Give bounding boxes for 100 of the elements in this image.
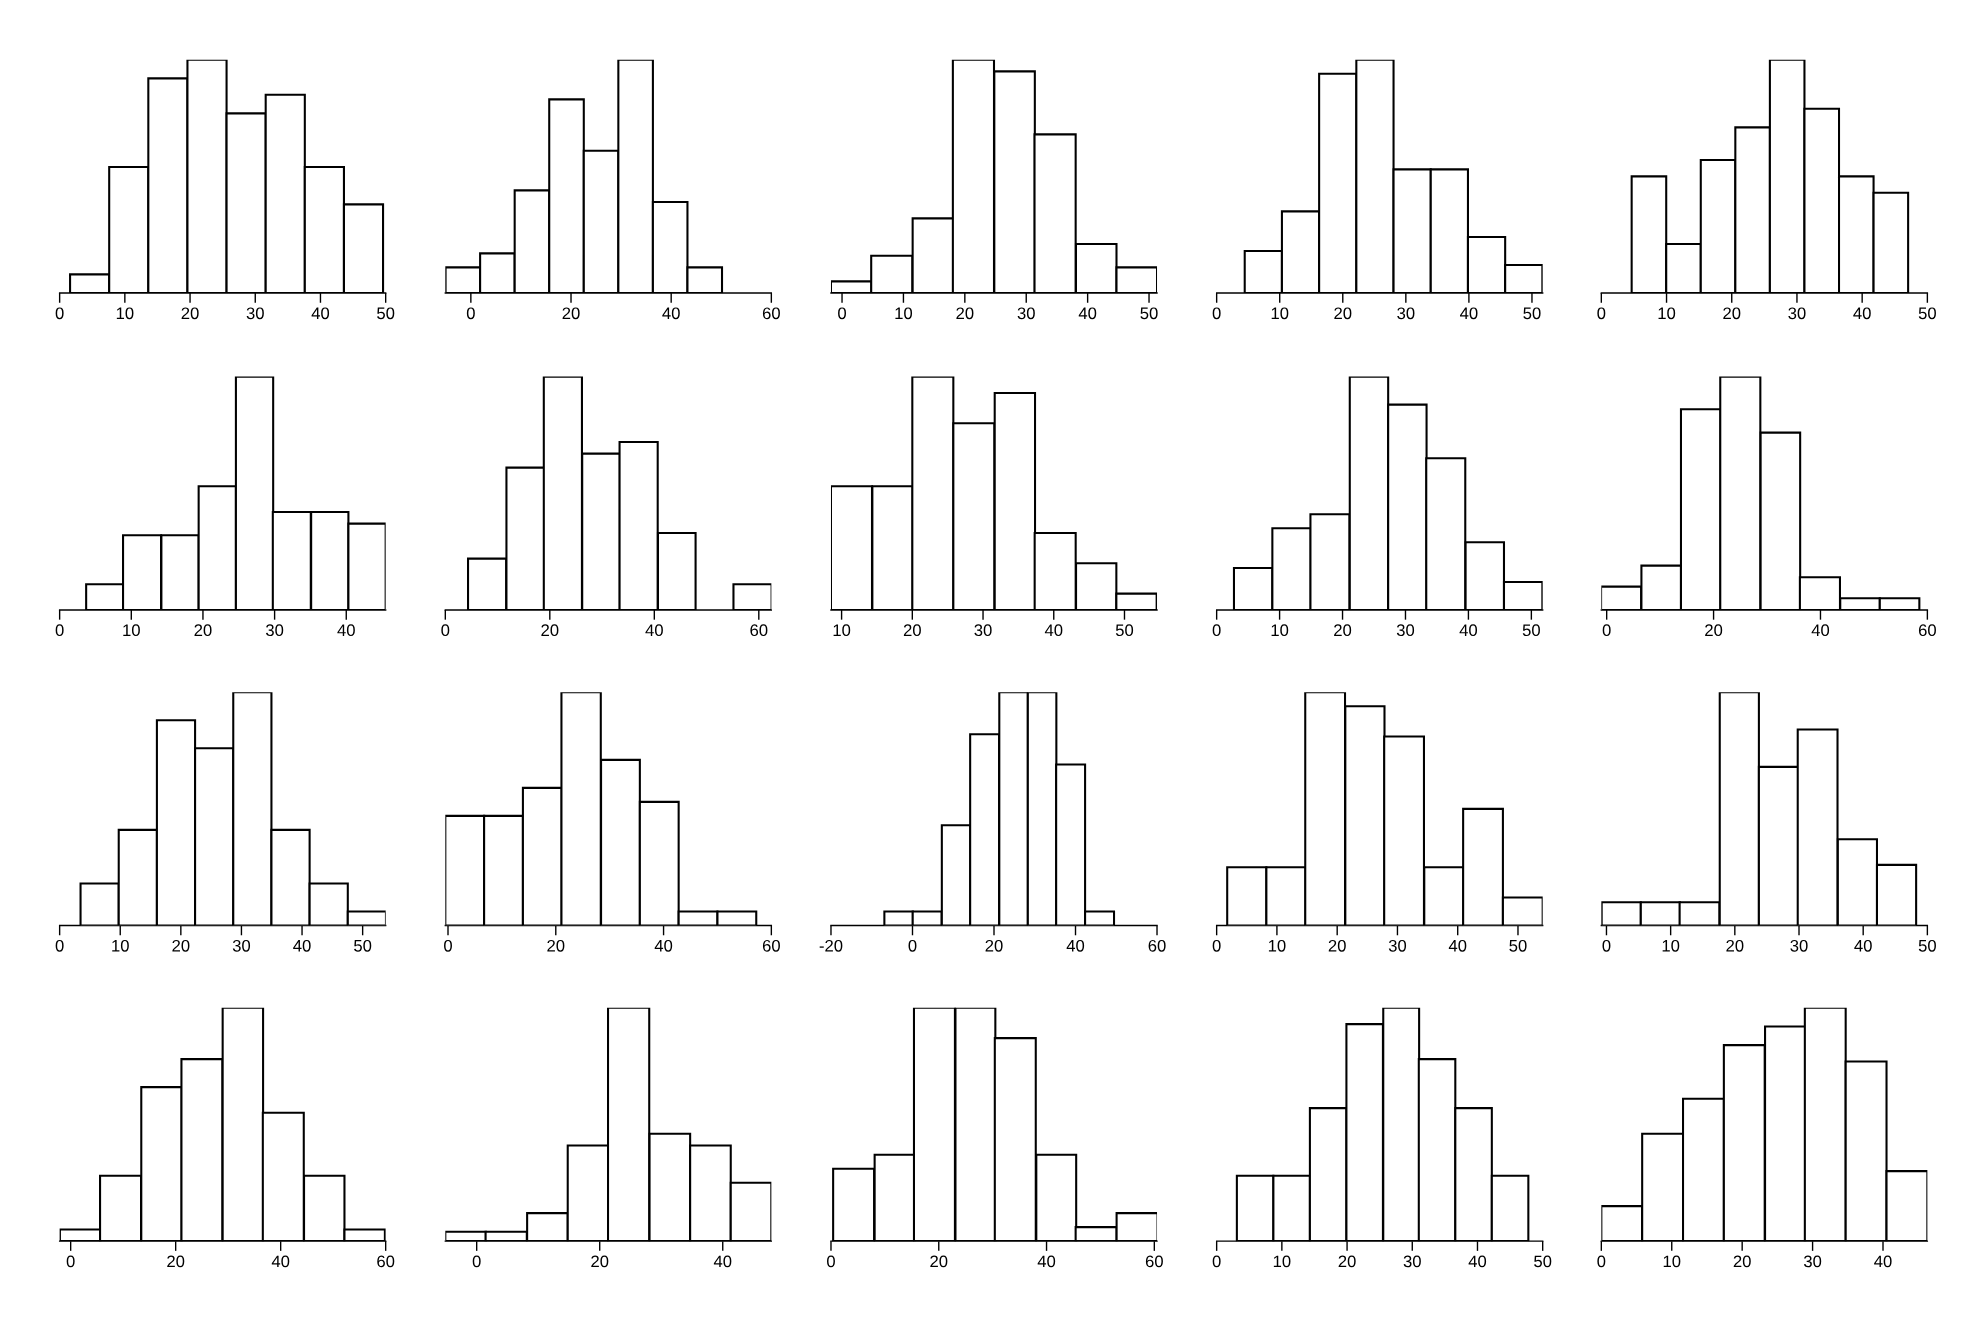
x-tick-label: 10 [1663,1255,1681,1268]
x-tick-label: 40 [654,939,673,952]
x-tick-label: 40 [713,1255,732,1268]
x-tick-label: 60 [762,939,780,952]
x-tick-label: 30 [1388,939,1407,952]
x-tick-label: 0 [55,939,64,952]
x-tick-label: 60 [762,307,780,320]
x-tick-label: 20 [181,307,199,320]
x-tick-label: 20 [1338,1255,1356,1268]
x-tick-label: 40 [271,1255,290,1268]
x-tick-label: 20 [1733,1255,1751,1268]
x-tick-label: 20 [903,624,921,637]
x-tick-label: 30 [1788,307,1806,320]
x-tick-label: 0 [1602,939,1611,952]
x-tick-label: 0 [1212,624,1221,637]
x-tick-label: 20 [172,939,190,952]
x-tick-label: 40 [1078,307,1097,320]
x-tick-label: 60 [1918,624,1936,637]
x-tick-label: 40 [1468,1255,1487,1268]
x-tick-label: 30 [1397,307,1415,320]
x-tick-label: 10 [116,307,134,320]
x-tick-label: 40 [1854,939,1872,952]
x-tick-label: 40 [1037,1255,1056,1268]
x-tick-label: 0 [1212,1255,1221,1268]
x-tick-label: 20 [1726,939,1744,952]
x-tick-label: 10 [1658,307,1676,320]
x-tick-label: 40 [337,624,355,637]
x-tick-label: 40 [1811,624,1830,637]
x-tick-label: 0 [1602,624,1611,637]
x-tick-label: 10 [123,624,140,637]
x-tick-label: 20 [591,1255,609,1268]
x-tick-label: 40 [1874,1255,1892,1268]
x-tick-label: 0 [827,1255,835,1268]
x-tick-label: 50 [354,939,372,952]
x-tick-label: 10 [895,307,913,320]
x-tick-label: 50 [1140,307,1158,320]
x-tick-label: 50 [1523,307,1541,320]
x-tick-label: 30 [265,624,284,637]
x-tick-label: 40 [293,939,311,952]
x-tick-label: 50 [1918,307,1936,320]
x-tick-label: 30 [1403,1255,1421,1268]
x-tick-label: 0 [472,1255,481,1268]
x-tick-label: 0 [55,624,64,637]
x-tick-label: 50 [1522,624,1540,637]
x-tick-label: 60 [1148,939,1166,952]
x-tick-label: 50 [1509,939,1527,952]
x-tick-label: 40 [662,307,680,320]
x-tick-label: 10 [1271,307,1289,320]
x-tick-label: 40 [1066,939,1085,952]
x-tick-label: 20 [930,1255,948,1268]
x-tick-label: 40 [1460,307,1478,320]
x-tick-label: 0 [441,624,450,637]
x-tick-label: 20 [956,307,974,320]
x-tick-label: 60 [1145,1255,1163,1268]
x-tick-label: 10 [112,939,129,952]
x-tick-label: 0 [1212,307,1221,320]
x-tick-label: 0 [66,1255,75,1268]
x-tick-label: 10 [833,624,851,637]
x-tick-label: 20 [1705,624,1723,637]
x-tick-label: 60 [750,624,768,637]
x-tick-label: 40 [311,307,330,320]
x-tick-label: 20 [985,939,1003,952]
x-tick-label: 30 [246,307,264,320]
x-tick-label: 0 [1597,1255,1606,1268]
x-tick-label: 10 [1662,939,1680,952]
x-tick-label: 30 [974,624,992,637]
x-tick-label: 10 [1273,1255,1291,1268]
x-tick-label: 20 [1723,307,1741,320]
x-tick-label: 50 [1534,1255,1552,1268]
x-tick-label: 0 [444,939,452,952]
x-tick-label: 20 [1334,307,1352,320]
x-tick-label: 20 [1334,624,1352,637]
x-tick-label: 20 [167,1255,185,1268]
x-tick-label: 20 [194,624,212,637]
x-tick-label: 30 [1803,1255,1822,1268]
x-tick-label: 0 [838,307,847,320]
x-tick-label: 40 [1448,939,1467,952]
x-tick-label: 50 [377,307,395,320]
x-tick-label: 10 [1268,939,1286,952]
x-tick-label: -20 [819,939,843,952]
x-tick-label: 40 [1044,624,1063,637]
x-tick-label: 60 [377,1255,395,1268]
x-tick-label: 0 [908,939,917,952]
x-tick-label: 40 [1459,624,1478,637]
x-tick-label: 30 [1396,624,1415,637]
x-tick-label: 40 [1853,307,1871,320]
x-tick-label: 20 [562,307,580,320]
x-tick-label: 20 [541,624,559,637]
x-tick-label: 0 [466,307,475,320]
x-tick-label: 20 [547,939,565,952]
x-tick-label: 50 [1115,624,1134,637]
x-tick-label: 30 [232,939,251,952]
x-tick-label: 40 [645,624,663,637]
x-tick-label: 30 [1790,939,1808,952]
x-tick-label: 50 [1918,939,1936,952]
x-tick-label: 0 [55,307,64,320]
x-tick-label: 10 [1271,624,1289,637]
x-tick-label: 0 [1212,939,1221,952]
x-tick-label: 30 [1017,307,1035,320]
x-tick-label: 0 [1597,307,1606,320]
